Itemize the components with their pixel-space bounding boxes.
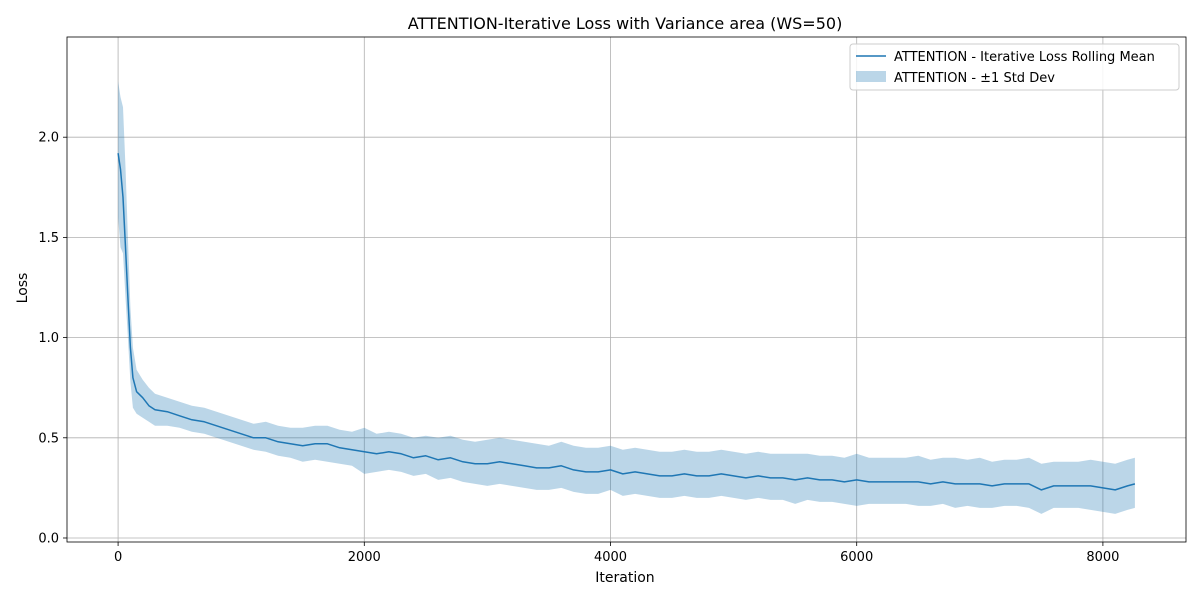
y-tick-label: 0.0 [38,531,59,546]
rolling-mean-line [117,153,1136,491]
legend-label-std: ATTENTION - ±1 Std Dev [894,71,1055,86]
y-axis-title: Loss [15,273,31,304]
plot-area: 0 2000 4000 6000 8000 0.0 0.5 1.0 1.5 2.0 ATTENTIO… [38,36,1187,565]
legend: ATTENTION - Iterative Loss Rolling Mean A… [849,43,1180,91]
x-tick-label: 6000 [840,550,873,565]
x-axis-title: Iteration [595,570,654,586]
chart-title: ATTENTION-Iterative Loss with Variance a… [408,14,843,33]
legend-box [849,43,1180,91]
x-tick-label: 8000 [1086,550,1119,565]
y-tick-label: 1.5 [38,231,59,246]
legend-label-mean: ATTENTION - Iterative Loss Rolling Mean [894,50,1155,65]
y-tick-label: 2.0 [38,131,59,146]
legend-band-swatch [856,71,886,82]
plot-frame [66,36,1187,543]
y-tick-label: 0.5 [38,431,59,446]
y-tick-label: 1.0 [38,331,59,346]
x-tick-label: 0 [114,550,122,565]
x-tick-label: 2000 [348,550,381,565]
x-tick-label: 4000 [594,550,627,565]
std-dev-band [118,81,1135,514]
